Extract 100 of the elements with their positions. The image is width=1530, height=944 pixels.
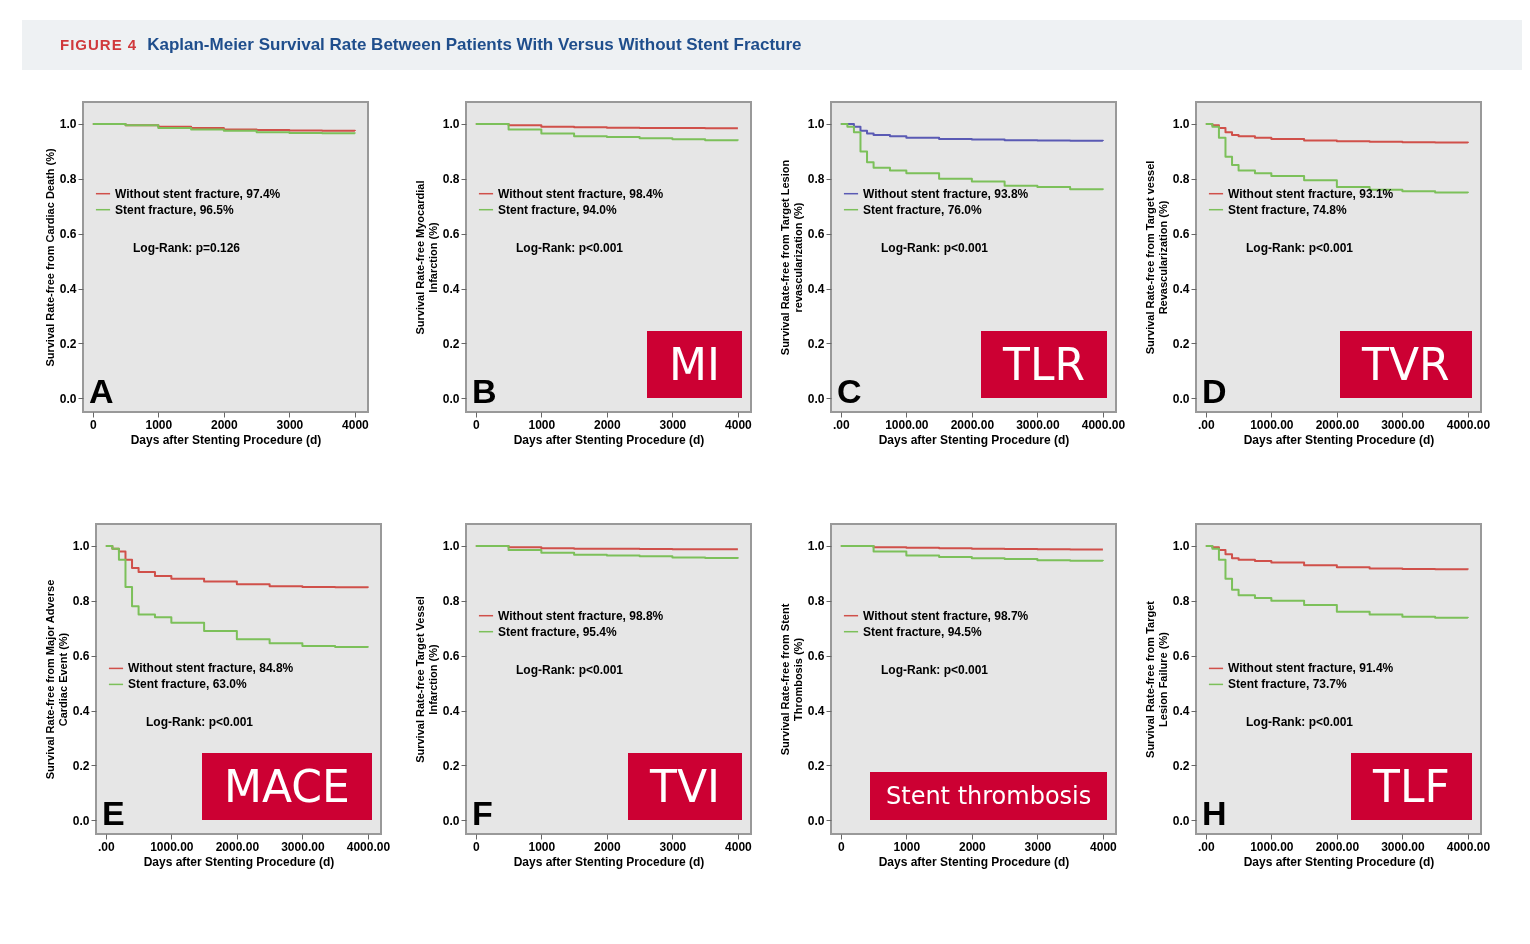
y-tick-label: 0.6 (59, 227, 77, 242)
x-tick-label: 4000 (342, 417, 370, 432)
legend-label: Without stent fracture, 84.8% (128, 661, 294, 676)
y-tick-label: 0.8 (807, 172, 825, 187)
annotation: H (1202, 794, 1227, 832)
annotation: E (102, 794, 125, 832)
y-tick-label: 0.4 (442, 704, 460, 719)
x-tick-label: 1000.00 (1250, 839, 1294, 854)
legend-label: Stent fracture, 73.7% (1228, 677, 1348, 692)
y-tick-label: 1.0 (442, 539, 460, 554)
y-axis-title: Survival Rate-free from Target Lesion Failure (%) (1143, 600, 1169, 758)
x-tick-label: 2000 (211, 417, 239, 432)
legend-label: Without stent fracture, 93.8% (863, 186, 1029, 201)
y-tick-label: 0.4 (442, 282, 460, 297)
x-tick-label: 3000 (1024, 839, 1052, 854)
text: FIGURE 4 Kaplan-Meier Survival Rate Between Patients With Versus Without Stent Fracture (60, 35, 802, 54)
x-tick-label: 0 (837, 839, 845, 854)
x-tick-label: 0 (89, 417, 97, 432)
x-tick-label: 2000 (594, 839, 622, 854)
legend-label: Stent fracture, 96.5% (115, 202, 235, 217)
y-tick-label: 0.6 (72, 649, 90, 664)
y-tick-label: 0.8 (807, 594, 825, 609)
y-tick-label: 0.4 (59, 282, 77, 297)
y-tick-label: 0.0 (1172, 391, 1190, 406)
y-tick-label: 0.0 (59, 391, 77, 406)
y-tick-label: 0.2 (1172, 758, 1190, 773)
legend-label: Without stent fracture, 91.4% (1228, 661, 1394, 676)
y-tick-label: 0.4 (807, 282, 825, 297)
legend-label: Stent fracture, 76.0% (863, 202, 983, 217)
legend-label: Stent fracture, 94.5% (863, 624, 983, 639)
y-tick-label: 0.8 (1172, 594, 1190, 609)
y-tick-label: 0.6 (807, 227, 825, 242)
text: MACE (202, 753, 372, 820)
legend-label: Stent fracture, 94.0% (498, 202, 618, 217)
legend-label: Without stent fracture, 98.8% (498, 608, 664, 623)
legend-label: Stent fracture, 74.8% (1228, 202, 1348, 217)
x-tick-label: 2000.00 (1315, 839, 1360, 854)
y-axis-title: Survival Rate-free from Major Adverse Cardiac Event (%) (43, 579, 69, 780)
y-tick-label: 0.6 (442, 649, 460, 664)
x-tick-label: 3000.00 (1381, 839, 1425, 854)
y-tick-label: 0.8 (59, 172, 77, 187)
y-tick-label: 0.4 (807, 704, 825, 719)
x-tick-label: 4000.00 (1446, 417, 1491, 432)
x-axis-title: Days after Stenting Procedure (d) (143, 854, 335, 869)
x-axis-title: Days after Stenting Procedure (d) (1243, 854, 1435, 869)
legend-label: Without stent fracture, 98.4% (498, 186, 664, 201)
annotation: Log-Rank: p<0.001 (881, 240, 989, 255)
x-tick-label: .00 (832, 417, 850, 432)
x-axis-title: Days after Stenting Procedure (d) (1243, 432, 1435, 447)
annotation: Log-Rank: p<0.001 (1246, 715, 1354, 730)
annotation: Log-Rank: p=0.126 (133, 240, 241, 255)
y-tick-label: 0.8 (1172, 172, 1190, 187)
x-tick-label: 1000 (145, 417, 173, 432)
legend-label: Stent fracture, 95.4% (498, 624, 618, 639)
x-tick-label: 3000.00 (1016, 417, 1060, 432)
annotation: F (472, 794, 493, 832)
y-tick-label: 0.8 (442, 172, 460, 187)
x-tick-label: 1000.00 (885, 417, 929, 432)
y-tick-label: 0.0 (807, 813, 825, 828)
legend-label: Without stent fracture, 97.4% (115, 186, 281, 201)
text: TLR (981, 331, 1107, 398)
x-tick-label: 1000.00 (150, 839, 194, 854)
text: TVI (628, 753, 742, 820)
annotation: A (89, 372, 114, 410)
y-tick-label: 0.2 (442, 336, 460, 351)
y-tick-label: 0.6 (807, 649, 825, 664)
y-axis-title: Survival Rate-free from Target Lesion revascularization (%) (778, 159, 804, 356)
annotation: B (472, 372, 497, 410)
y-tick-label: 0.0 (1172, 813, 1190, 828)
y-tick-label: 1.0 (1172, 117, 1190, 132)
text: TVR (1340, 331, 1472, 398)
x-tick-label: 4000 (725, 839, 753, 854)
x-axis-title: Days after Stenting Procedure (d) (513, 854, 705, 869)
x-tick-label: 3000.00 (1381, 417, 1425, 432)
annotation: D (1202, 372, 1227, 410)
annotation: Log-Rank: p<0.001 (1246, 240, 1354, 255)
y-tick-label: 0.4 (1172, 704, 1190, 719)
y-tick-label: 0.2 (72, 758, 90, 773)
y-tick-label: 0.2 (807, 758, 825, 773)
legend-label: Without stent fracture, 93.1% (1228, 186, 1394, 201)
x-tick-label: 4000 (1090, 839, 1118, 854)
x-axis-title: Days after Stenting Procedure (d) (130, 432, 322, 447)
y-axis-title: Survival Rate-free from Target vessel Revascularization (%) (1143, 160, 1169, 355)
y-tick-label: 0.0 (442, 391, 460, 406)
y-tick-label: 1.0 (807, 539, 825, 554)
x-tick-label: 2000.00 (1315, 417, 1360, 432)
x-tick-label: 0 (472, 417, 480, 432)
y-tick-label: 0.0 (807, 391, 825, 406)
x-tick-label: 4000.00 (1081, 417, 1126, 432)
y-axis-title: Survival Rate-free from Cardiac Death (%) (43, 148, 56, 367)
y-tick-label: 0.2 (59, 336, 77, 351)
annotation: Log-Rank: p<0.001 (146, 715, 254, 730)
x-axis-title: Days after Stenting Procedure (d) (878, 432, 1070, 447)
y-axis-title: Survival Rate-free Target Vessel Infarction (%) (413, 596, 439, 763)
y-tick-label: 0.2 (442, 758, 460, 773)
x-tick-label: 4000.00 (1446, 839, 1491, 854)
y-axis-title: Survival Rate-free from Stent Thrombosis (%) (778, 603, 804, 756)
x-tick-label: 1000 (528, 417, 556, 432)
legend-label: Stent fracture, 63.0% (128, 677, 248, 692)
y-tick-label: 1.0 (59, 117, 77, 132)
